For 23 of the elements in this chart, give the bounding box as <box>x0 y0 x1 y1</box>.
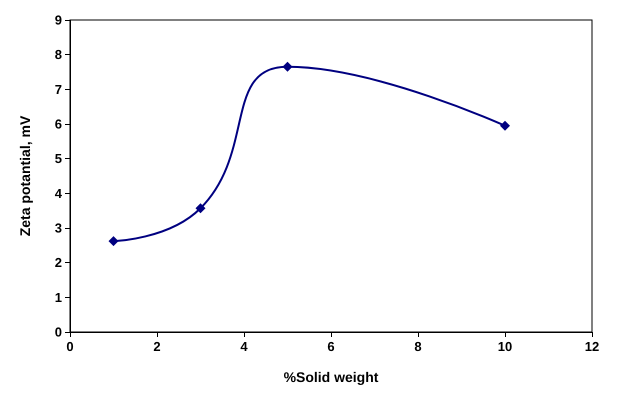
y-tick-label: 7 <box>54 82 62 97</box>
x-tick-label: 12 <box>584 339 600 354</box>
point <box>500 120 510 131</box>
x-axis-title: %Solid weight <box>284 369 379 385</box>
point <box>282 62 292 72</box>
y-tick-label: 1 <box>54 290 62 305</box>
x-tick-label: 8 <box>414 339 422 354</box>
x-tick-label: 4 <box>240 339 248 354</box>
y-tick-label: 6 <box>54 116 62 132</box>
y-tick-label: 8 <box>54 47 62 62</box>
point <box>108 236 118 246</box>
x-tick-label: 2 <box>153 339 161 354</box>
y-tick-label: 9 <box>54 12 62 28</box>
y-tick-label: 2 <box>54 255 62 270</box>
y-axis-title: Zeta potantial, mV <box>17 115 33 236</box>
point <box>196 203 206 214</box>
y-tick-label: 4 <box>54 186 63 201</box>
y-tick-label: 5 <box>54 151 62 166</box>
x-tick-label: 10 <box>498 339 512 354</box>
x-tick-label: 0 <box>66 339 74 354</box>
y-tick-label: 0 <box>54 324 62 340</box>
x-tick-label: 6 <box>327 339 335 354</box>
y-tick-label: 3 <box>54 220 62 236</box>
